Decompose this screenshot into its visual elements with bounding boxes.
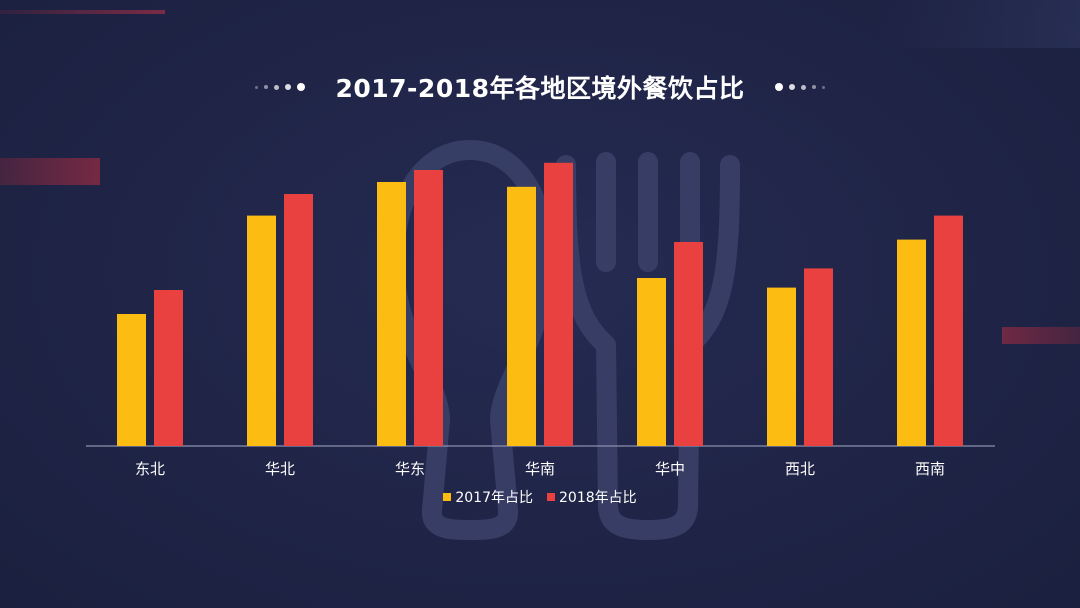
decorative-stripe-left: [0, 158, 100, 185]
dot: [285, 84, 292, 90]
bar-2018-5: [804, 268, 833, 446]
category-label-4: 华中: [655, 460, 685, 478]
category-label-5: 西北: [785, 460, 815, 478]
legend-swatch-2018: [547, 493, 555, 501]
decorative-stripe-top-left: [0, 10, 165, 14]
bar-2017-5: [767, 287, 796, 446]
title-dots-left: [255, 83, 306, 91]
category-label-3: 华南: [525, 460, 555, 478]
category-label-0: 东北: [135, 460, 165, 478]
legend-swatch-2017: [443, 493, 452, 501]
bar-2018-0: [154, 290, 183, 446]
bar-2017-1: [247, 215, 276, 446]
bar-2018-3: [544, 162, 573, 447]
chart-legend: 2017年占比 2018年占比: [0, 486, 1080, 508]
legend-label-2018: 2018年占比: [559, 490, 637, 506]
bar-2017-3: [507, 186, 536, 447]
bar-2018-6: [934, 215, 963, 446]
dot: [821, 85, 825, 89]
bar-2018-2: [414, 170, 443, 446]
bars-group: [117, 162, 963, 447]
legend-item-2017[interactable]: 2017年占比: [443, 487, 533, 507]
category-label-2: 华东: [395, 460, 425, 478]
bar-2018-4: [674, 242, 703, 446]
dot: [800, 84, 806, 90]
bar-2017-2: [377, 182, 406, 446]
category-label-6: 西南: [915, 460, 945, 478]
dot: [774, 83, 783, 91]
category-labels-group: 东北 华北 华东 华南 华中 西北 西南: [135, 460, 945, 478]
title-dots-right: [774, 83, 825, 91]
dot: [264, 85, 269, 89]
category-label-1: 华北: [265, 460, 295, 478]
bar-2017-4: [637, 278, 666, 446]
bar-2018-1: [284, 194, 313, 446]
bar-2017-6: [897, 239, 926, 446]
title-row: 2017-2018年各地区境外餐饮占比: [0, 62, 1080, 112]
decorative-glow-top-right: [880, 0, 1080, 48]
dot: [811, 85, 816, 89]
dot: [255, 85, 259, 89]
dot: [274, 84, 280, 90]
dot: [788, 84, 795, 90]
legend-label-2017: 2017年占比: [455, 490, 533, 506]
decorative-stripe-right: [1002, 327, 1080, 344]
chart-title: 2017-2018年各地区境外餐饮占比: [335, 74, 745, 103]
dot: [297, 83, 306, 91]
legend-item-2018[interactable]: 2018年占比: [547, 487, 637, 507]
bar-2017-0: [117, 314, 146, 446]
